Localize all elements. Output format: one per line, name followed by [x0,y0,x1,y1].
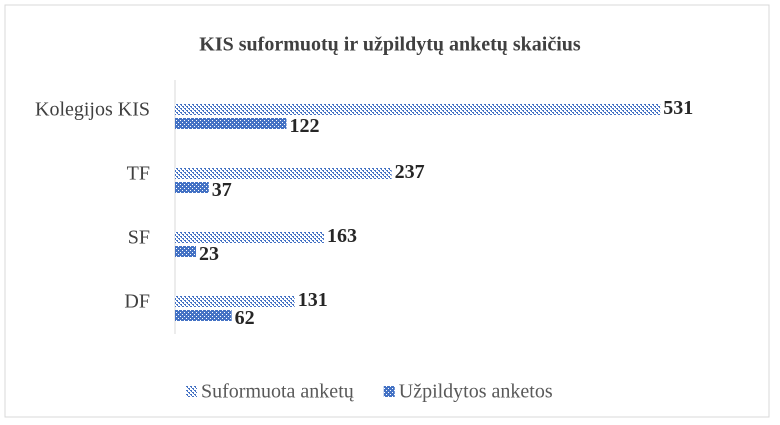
chart-frame [4,4,770,418]
data-label: 62 [235,307,255,329]
bar [175,104,661,115]
y-tick-label: TF [127,163,150,185]
data-label: 122 [289,115,319,137]
data-label: 163 [327,225,357,247]
y-tick-label: SF [128,227,150,249]
bar [175,182,209,193]
data-label: 131 [298,289,328,311]
y-tick-label: DF [124,291,150,313]
data-label: 37 [212,179,232,201]
data-label: 531 [663,97,693,119]
data-label: 237 [395,161,425,183]
bar [175,232,324,243]
bar [175,118,287,129]
y-tick-label: Kolegijos KIS [35,99,150,121]
bar [175,168,392,179]
bar [175,310,232,321]
bar [175,246,197,257]
legend-label: Užpildytos anketos [399,381,553,403]
chart-title: KIS suformuotų ir užpildytų anketų skaič… [199,34,581,56]
bar [175,296,295,307]
legend-swatch [186,386,197,397]
data-label: 23 [199,243,219,265]
legend-label: Suformuota anketų [201,381,355,403]
legend-swatch [383,386,395,397]
